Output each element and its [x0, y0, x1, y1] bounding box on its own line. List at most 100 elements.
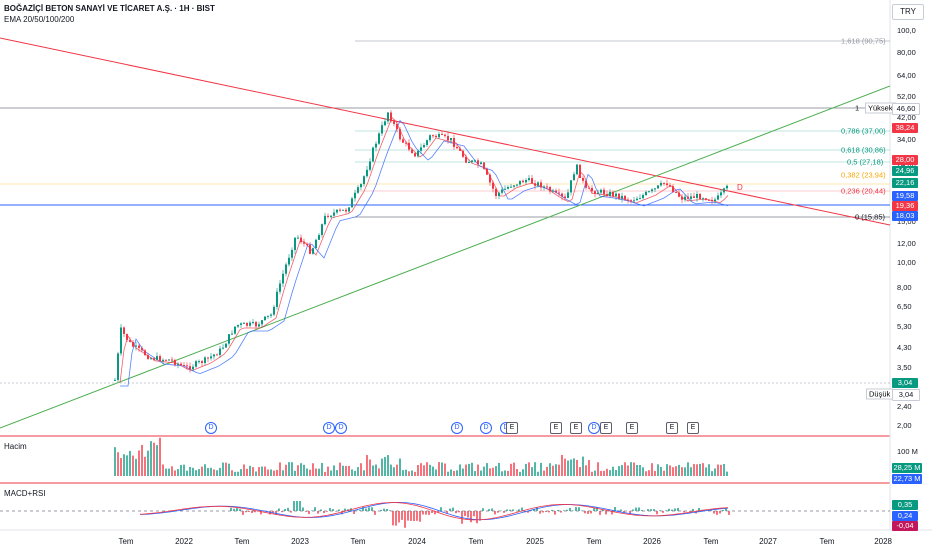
candle-body [519, 180, 521, 185]
volume-bar [126, 455, 128, 476]
macd-bar [662, 511, 664, 513]
volume-bar [297, 465, 299, 476]
price-axis-label: 2,00 [897, 421, 912, 430]
macd-bar [614, 507, 616, 511]
macd-bar [629, 511, 631, 515]
macd-bar [710, 510, 712, 511]
volume-bar [540, 462, 542, 476]
candle-body [306, 243, 308, 245]
macd-bar [605, 511, 607, 515]
candle-body [498, 192, 500, 197]
volume-bar [423, 465, 425, 476]
volume-bar [114, 447, 116, 476]
volume-bar [621, 464, 623, 476]
volume-bar [537, 471, 539, 476]
candle-body [276, 291, 278, 307]
volume-bar [342, 465, 344, 476]
candle-body [120, 327, 122, 354]
macd-bar [314, 507, 316, 511]
volume-bar [279, 462, 281, 476]
event-marker-earnings[interactable]: E [626, 422, 638, 434]
volume-bar [603, 470, 605, 476]
candle-body [564, 196, 566, 198]
event-marker-earnings[interactable]: E [666, 422, 678, 434]
volume-bar [363, 470, 365, 476]
volume-bar [438, 462, 440, 476]
candle-body [504, 188, 506, 190]
event-marker-dividend[interactable]: D [335, 422, 347, 434]
volume-bar [147, 450, 149, 476]
macd-bar [464, 511, 466, 517]
time-axis-label: Tem [703, 537, 719, 546]
candle-body [153, 358, 155, 360]
macd-bar [728, 511, 730, 515]
macd-bar [611, 511, 613, 515]
volume-bar [663, 470, 665, 476]
macd-bar [419, 511, 421, 522]
event-marker-dividend[interactable]: D [323, 422, 335, 434]
macd-bar [494, 511, 496, 515]
event-marker-earnings[interactable]: E [506, 422, 518, 434]
candle-body [225, 343, 227, 348]
candle-body [423, 145, 425, 148]
macd-bar [554, 511, 556, 515]
volume-bar [267, 469, 269, 476]
price-axis-label: 6,50 [897, 302, 912, 311]
candle-body [501, 189, 503, 193]
price-axis-label: 100,0 [897, 26, 916, 35]
event-marker-dividend[interactable]: D [451, 422, 463, 434]
candle-body [123, 327, 125, 334]
candle-body [561, 193, 563, 197]
candle-body [696, 193, 698, 198]
candle-body [726, 185, 728, 189]
candle-body [480, 162, 482, 165]
macd-bar [275, 511, 277, 515]
candle-body [207, 357, 209, 359]
support-trendline[interactable] [0, 85, 891, 429]
macd-bar [293, 501, 295, 511]
volume-bar [519, 471, 521, 476]
candle-body [657, 185, 659, 189]
volume-bar [357, 467, 359, 476]
macd-bar [428, 511, 430, 515]
resistance-trendline[interactable] [0, 37, 891, 226]
fib-label-05: 0,5 (27,18) [847, 157, 884, 167]
event-marker-earnings[interactable]: E [550, 422, 562, 434]
event-marker-dividend[interactable]: D [205, 422, 217, 434]
macd-bar [308, 511, 310, 514]
candle-body [693, 196, 695, 198]
macd-bar [248, 511, 250, 512]
macd-histogram [230, 501, 730, 528]
event-marker-dividend[interactable]: D [588, 422, 600, 434]
price-axis-label: 2,40 [897, 402, 912, 411]
candle-body [288, 257, 290, 265]
volume-bar [258, 467, 260, 476]
macd-bar [719, 511, 721, 514]
volume-bar [687, 462, 689, 476]
macd-bar [479, 511, 481, 521]
price-badge: 24,96 [892, 166, 918, 176]
volume-bar [591, 471, 593, 476]
volume-bar [507, 470, 509, 476]
volume-bar [450, 469, 452, 476]
event-marker-earnings[interactable]: E [570, 422, 582, 434]
candle-body [597, 192, 599, 194]
volume-bar [243, 464, 245, 476]
candle-body [474, 160, 476, 162]
candle-body [228, 334, 230, 344]
event-marker-dividend[interactable]: D [480, 422, 492, 434]
volume-bar [198, 469, 200, 476]
price-axis-label: 64,00 [897, 71, 916, 80]
volume-bar [189, 466, 191, 476]
candle-body [135, 345, 137, 347]
candle-body [165, 359, 167, 361]
volume-bar [498, 462, 500, 476]
macd-bar [365, 508, 367, 511]
currency-button[interactable]: TRY [892, 4, 924, 20]
candle-body [651, 189, 653, 192]
volume-bar [690, 467, 692, 476]
event-marker-earnings[interactable]: E [687, 422, 699, 434]
candle-body [636, 198, 638, 201]
event-marker-earnings[interactable]: E [600, 422, 612, 434]
